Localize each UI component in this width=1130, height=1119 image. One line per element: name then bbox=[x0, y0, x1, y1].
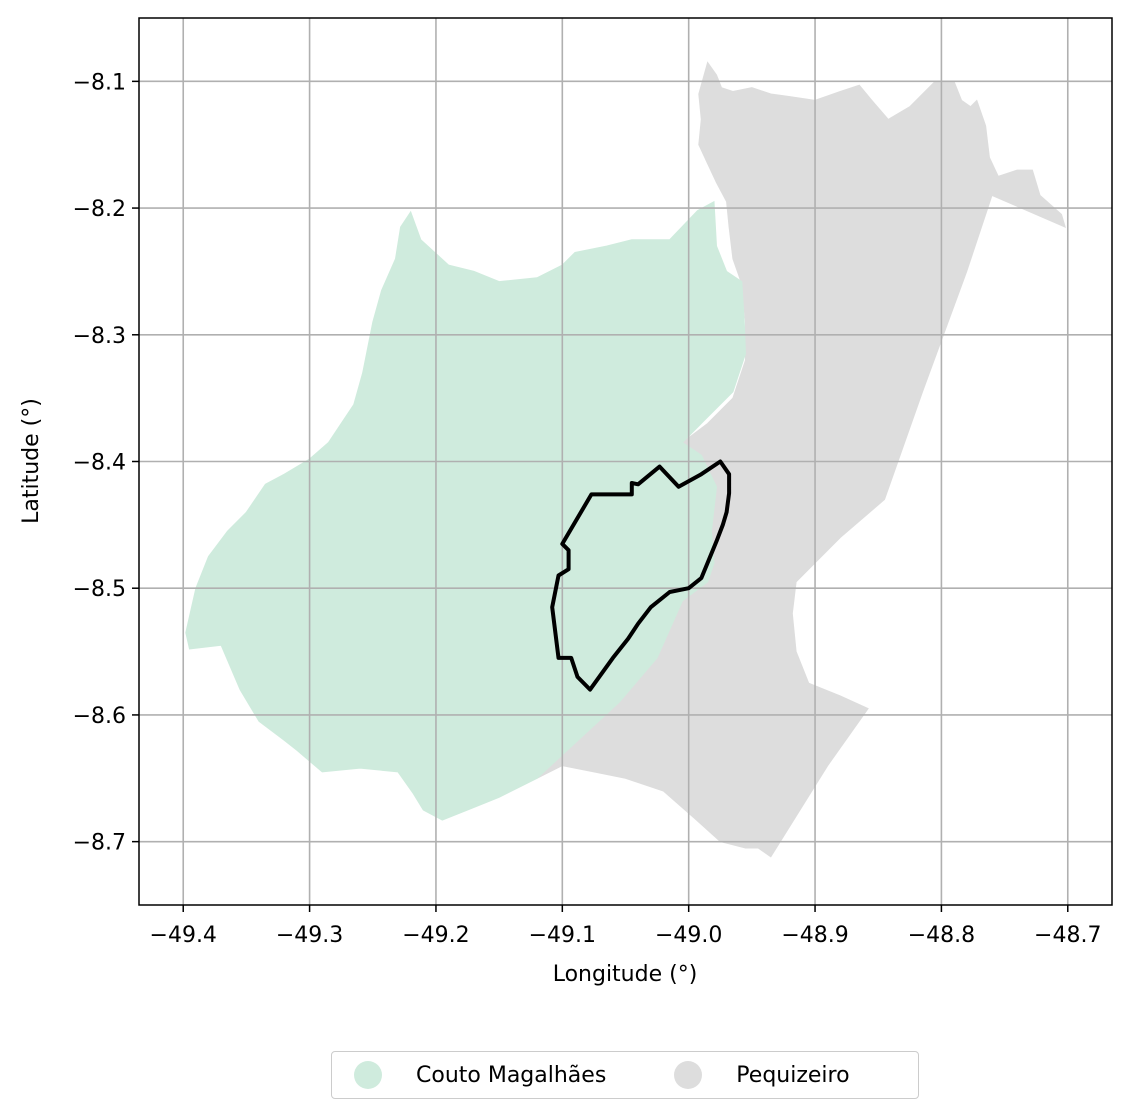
x-tick-label: −48.9 bbox=[781, 923, 848, 948]
x-tick-label: −49.4 bbox=[150, 923, 217, 948]
y-tick-label: −8.2 bbox=[73, 197, 126, 222]
y-axis-title: Latitude (°) bbox=[19, 398, 44, 524]
y-tick-label: −8.4 bbox=[73, 451, 126, 476]
x-tick-label: −49.0 bbox=[655, 923, 722, 948]
boundary-outline bbox=[550, 459, 732, 692]
y-tick-label: −8.1 bbox=[73, 70, 126, 95]
legend-item-pequizeiro: Pequizeiro bbox=[674, 1061, 850, 1089]
grid-layer bbox=[139, 18, 1112, 905]
y-tick-label: −8.3 bbox=[73, 324, 126, 349]
region-pequizeiro bbox=[536, 61, 1066, 858]
y-axis: −8.1 −8.2 −8.3 −8.4 −8.5 −8.6 −8.7 bbox=[73, 70, 139, 856]
x-tick-label: −49.3 bbox=[276, 923, 343, 948]
x-tick-label: −48.7 bbox=[1034, 923, 1101, 948]
x-tick-label: −49.1 bbox=[529, 923, 596, 948]
legend-item-couto-magalhaes: Couto Magalhães bbox=[354, 1061, 606, 1089]
y-tick-label: −8.5 bbox=[73, 577, 126, 602]
x-axis-title: Longitude (°) bbox=[553, 962, 698, 987]
y-tick-label: −8.7 bbox=[73, 831, 126, 856]
legend-marker-pequizeiro bbox=[674, 1061, 703, 1089]
region-layer bbox=[185, 61, 1066, 858]
legend-label-pequizeiro: Pequizeiro bbox=[736, 1062, 850, 1088]
outline-layer bbox=[550, 459, 732, 692]
legend: Couto Magalhães Pequizeiro bbox=[331, 1051, 919, 1099]
legend-marker-couto-magalhaes bbox=[354, 1061, 382, 1089]
x-axis: −49.4 −49.3 −49.2 −49.1 −49.0 −48.9 −48.8 −48.7 bbox=[150, 905, 1101, 948]
x-tick-label: −49.2 bbox=[402, 923, 469, 948]
x-tick-label: −48.8 bbox=[908, 923, 975, 948]
y-tick-label: −8.6 bbox=[73, 704, 126, 729]
legend-label-couto-magalhaes: Couto Magalhães bbox=[416, 1062, 607, 1088]
